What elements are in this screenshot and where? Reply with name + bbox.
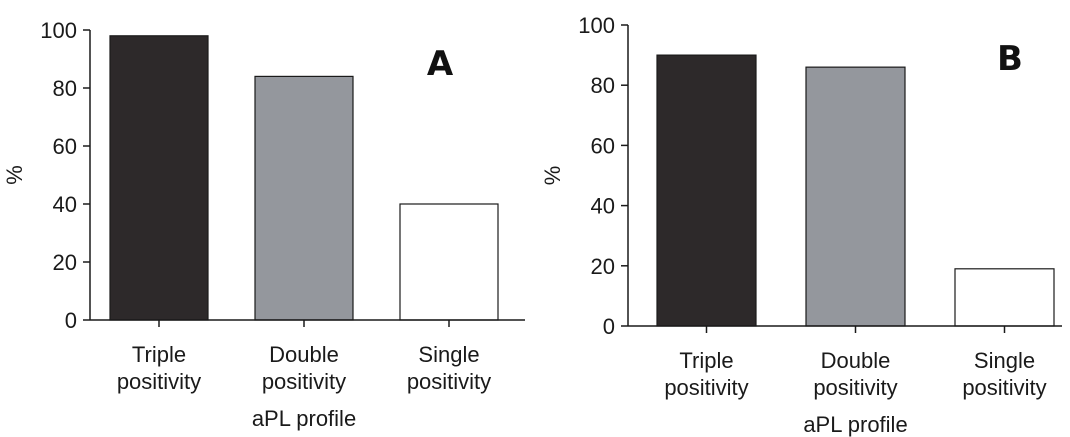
panel-label: A <box>427 44 454 84</box>
category-label: Triple <box>679 348 733 373</box>
bar-2 <box>254 75 354 321</box>
category-label: positivity <box>262 369 346 394</box>
category-label: Triple <box>132 342 186 367</box>
category-label: Single <box>974 348 1035 373</box>
panel-label: B <box>997 39 1023 79</box>
y-tick-label: 80 <box>53 76 77 101</box>
y-tick-label: 20 <box>53 250 77 275</box>
x-axis-label: aPL profile <box>803 412 907 437</box>
y-tick-label: 20 <box>591 254 615 279</box>
y-tick-label: 40 <box>591 194 615 219</box>
category-label: positivity <box>664 375 748 400</box>
category-label: Double <box>269 342 339 367</box>
bar-3 <box>954 268 1055 327</box>
y-tick-label: 0 <box>603 314 615 339</box>
bar-1 <box>656 54 757 327</box>
y-tick-label: 100 <box>578 13 615 38</box>
category-label: positivity <box>407 369 491 394</box>
bar-1 <box>109 35 209 321</box>
category-label: positivity <box>813 375 897 400</box>
y-axis-label: % <box>540 166 565 186</box>
category-label: positivity <box>962 375 1046 400</box>
y-tick-label: 100 <box>40 18 77 43</box>
bar-2 <box>805 66 906 327</box>
y-tick-label: 60 <box>591 133 615 158</box>
x-axis-label: aPL profile <box>252 406 356 431</box>
category-label: positivity <box>117 369 201 394</box>
category-label: Single <box>418 342 479 367</box>
bar-3 <box>399 203 499 321</box>
category-label: Double <box>821 348 891 373</box>
y-tick-label: 60 <box>53 134 77 159</box>
y-tick-label: 40 <box>53 192 77 217</box>
y-tick-label: 0 <box>65 308 77 333</box>
y-tick-label: 80 <box>591 73 615 98</box>
chart-panel-a: 020406080100TriplepositivityDoublepositi… <box>2 18 525 431</box>
chart-panel-b: 020406080100TriplepositivityDoublepositi… <box>540 13 1062 437</box>
y-axis-label: % <box>2 165 27 185</box>
